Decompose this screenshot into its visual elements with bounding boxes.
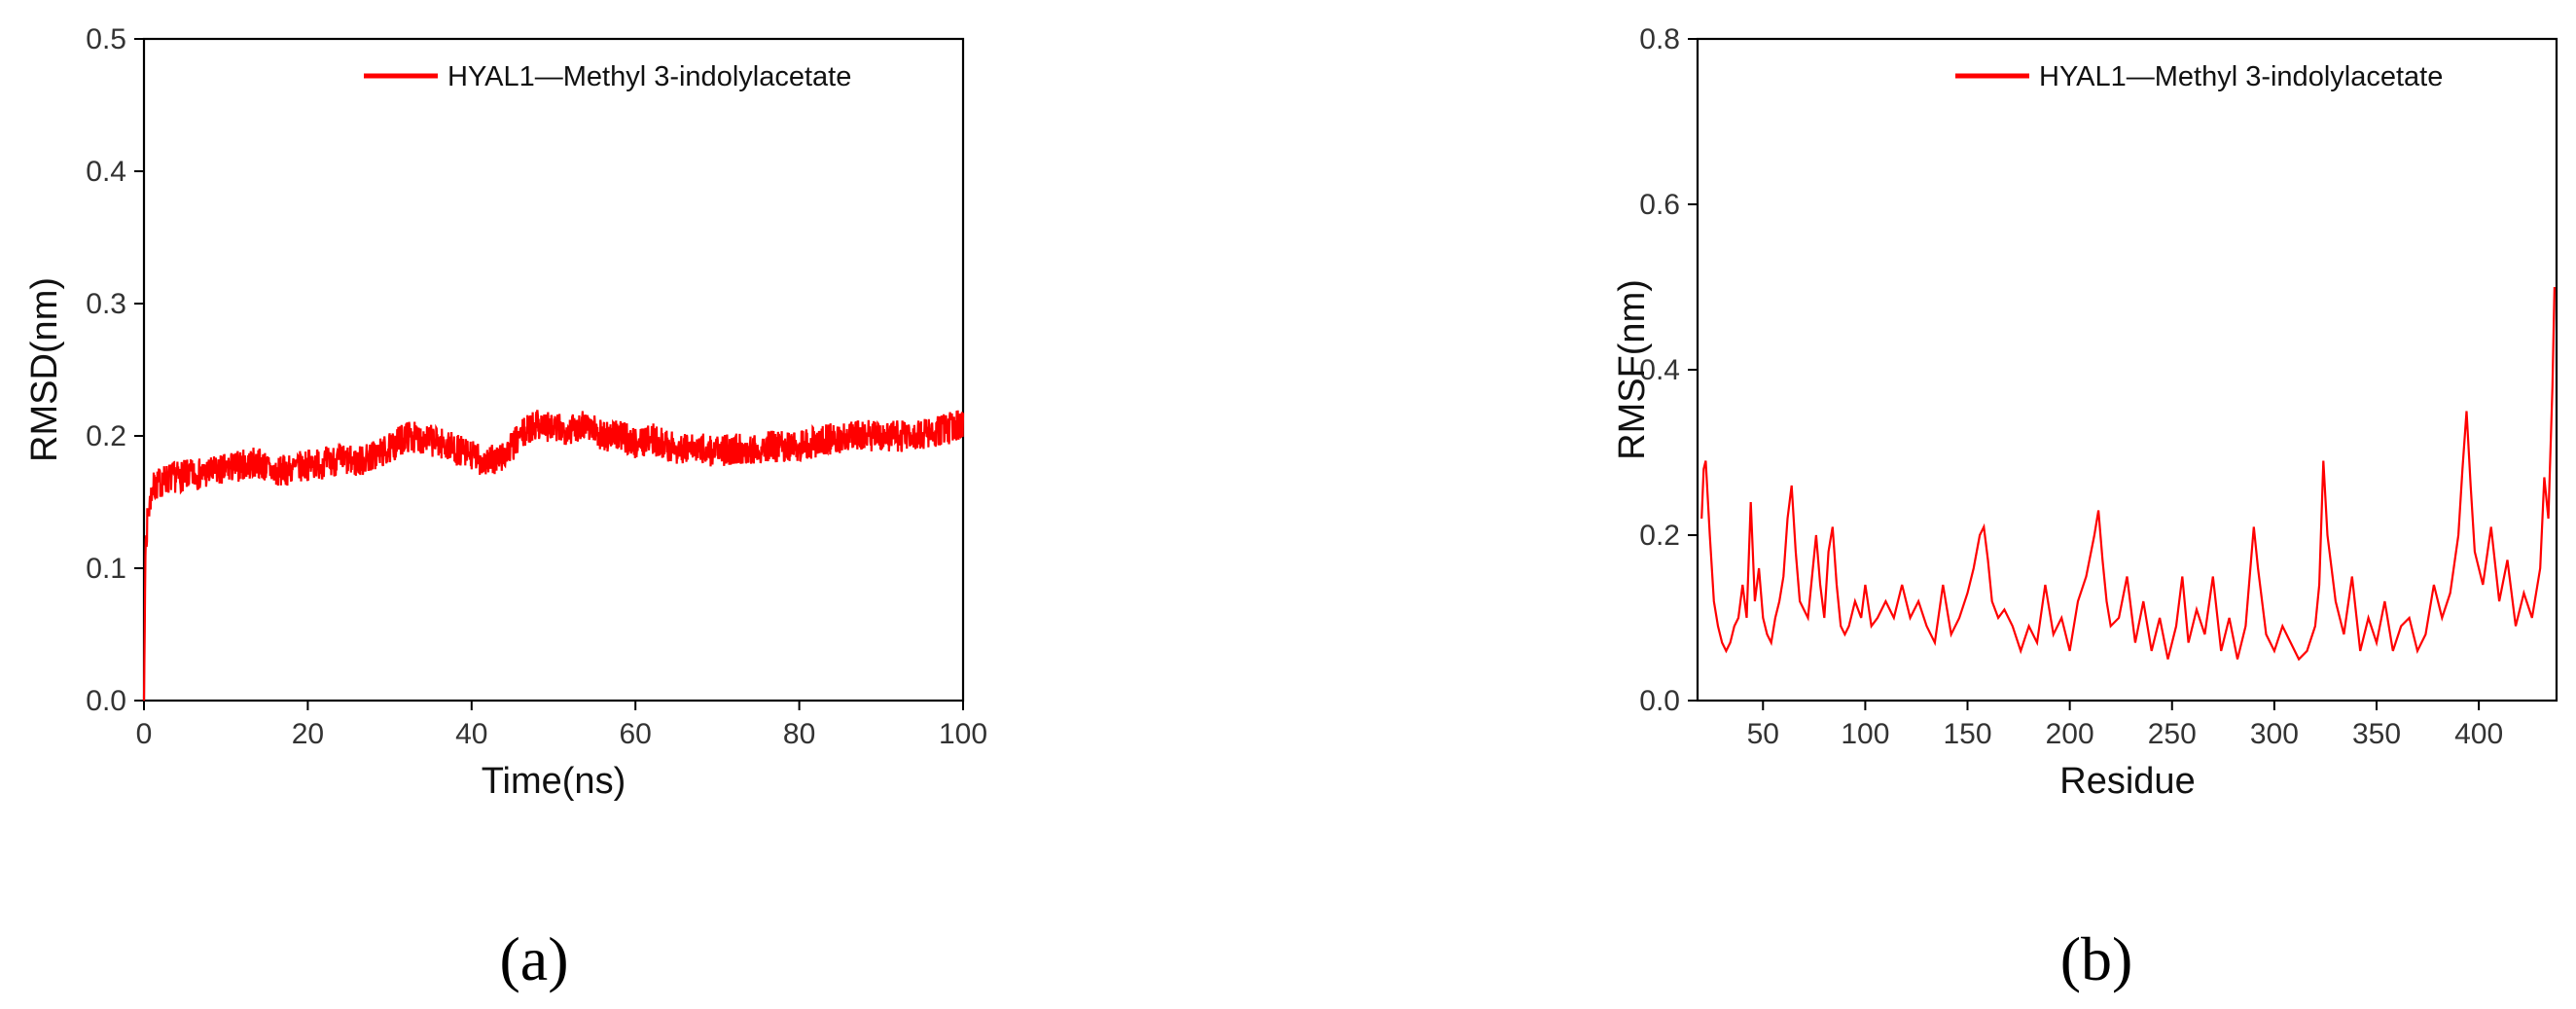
x-tick-label: 0 <box>136 718 153 750</box>
x-tick-label: 150 <box>1943 718 1991 750</box>
legend-a: HYAL1—Methyl 3-indolylacetate <box>364 61 851 92</box>
y-tick-label: 0.6 <box>1639 189 1680 221</box>
y-axis-title-a: RMSD(nm) <box>24 277 65 462</box>
x-tick-label: 100 <box>939 718 987 750</box>
x-tick-label: 80 <box>783 718 815 750</box>
y-axis-title-b: RMSF(nm) <box>1612 279 1653 460</box>
legend-label-a: HYAL1—Methyl 3-indolylacetate <box>447 61 851 92</box>
legend-label-b: HYAL1—Methyl 3-indolylacetate <box>2039 61 2443 92</box>
y-tick-label: 0.5 <box>86 23 126 55</box>
series-line-rmsd <box>142 410 965 702</box>
y-tick-label: 0.2 <box>1639 520 1680 552</box>
x-axis-title-b: Residue <box>2059 761 2195 802</box>
y-tick-label: 0.1 <box>86 553 126 585</box>
legend-b: HYAL1—Methyl 3-indolylacetate <box>1955 61 2443 92</box>
tick-group-b: 50 100 150 200 250 300 350 400 0.0 0.2 0.4 0.6 0.8 <box>1639 23 2503 750</box>
x-tick-label: 100 <box>1841 718 1889 750</box>
panel-label-b: (b) <box>2060 924 2133 993</box>
y-tick-label: 0.3 <box>86 288 126 320</box>
chart-panel-b: 50 100 150 200 250 300 350 400 0.0 0.2 0.4 0.6 0.8 H… <box>1612 23 2558 993</box>
tick-group-a: 0 20 40 60 80 100 0.0 0.1 0.2 0.3 0.4 0.5 <box>86 23 987 750</box>
x-tick-label: 40 <box>455 718 487 750</box>
chart-panel-a: 0 20 40 60 80 100 0.0 0.1 0.2 0.3 0.4 0.5 HYAL1—Met… <box>24 23 987 993</box>
x-tick-label: 50 <box>1747 718 1779 750</box>
x-tick-label: 20 <box>292 718 324 750</box>
x-tick-label: 200 <box>2046 718 2094 750</box>
x-tick-label: 60 <box>620 718 652 750</box>
y-tick-label: 0.2 <box>86 420 126 452</box>
x-tick-label: 350 <box>2352 718 2401 750</box>
x-tick-label: 300 <box>2250 718 2299 750</box>
y-tick-label: 0.4 <box>1639 354 1680 386</box>
y-tick-label: 0.8 <box>1639 23 1680 55</box>
y-tick-label: 0.0 <box>86 685 126 717</box>
series-line-rmsf <box>1700 286 2556 662</box>
x-tick-label: 250 <box>2148 718 2197 750</box>
x-tick-label: 400 <box>2454 718 2503 750</box>
y-tick-label: 0.4 <box>86 156 126 188</box>
x-axis-title-a: Time(ns) <box>482 761 626 802</box>
panel-label-a: (a) <box>499 924 568 993</box>
plot-frame-a <box>142 37 965 703</box>
y-tick-label: 0.0 <box>1639 685 1680 717</box>
